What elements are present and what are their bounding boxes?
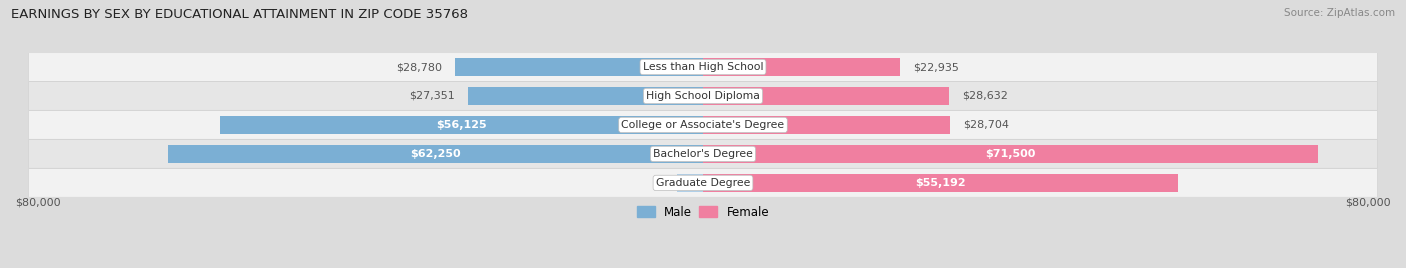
Text: College or Associate's Degree: College or Associate's Degree [621, 120, 785, 130]
Legend: Male, Female: Male, Female [633, 201, 773, 224]
Text: $71,500: $71,500 [986, 149, 1036, 159]
Text: Graduate Degree: Graduate Degree [655, 178, 751, 188]
Text: $80,000: $80,000 [15, 198, 60, 207]
FancyBboxPatch shape [28, 111, 1378, 139]
FancyBboxPatch shape [28, 53, 1378, 81]
Text: $62,250: $62,250 [411, 149, 461, 159]
FancyBboxPatch shape [28, 140, 1378, 168]
Text: $80,000: $80,000 [1346, 198, 1391, 207]
Text: $28,780: $28,780 [396, 62, 443, 72]
Text: $22,935: $22,935 [912, 62, 959, 72]
Bar [678, 174, 703, 192]
Text: $0: $0 [659, 178, 673, 188]
Text: Bachelor's Degree: Bachelor's Degree [652, 149, 754, 159]
Bar [703, 116, 950, 134]
FancyBboxPatch shape [28, 169, 1378, 197]
Bar [703, 87, 949, 105]
Bar [221, 116, 703, 134]
Text: $28,632: $28,632 [962, 91, 1008, 101]
Bar [456, 58, 703, 76]
FancyBboxPatch shape [28, 82, 1378, 110]
Text: $28,704: $28,704 [963, 120, 1008, 130]
Text: Less than High School: Less than High School [643, 62, 763, 72]
Text: $56,125: $56,125 [436, 120, 486, 130]
Text: High School Diploma: High School Diploma [647, 91, 759, 101]
Bar [703, 174, 1178, 192]
Text: Source: ZipAtlas.com: Source: ZipAtlas.com [1284, 8, 1395, 18]
Text: $27,351: $27,351 [409, 91, 456, 101]
Text: $55,192: $55,192 [915, 178, 966, 188]
Text: EARNINGS BY SEX BY EDUCATIONAL ATTAINMENT IN ZIP CODE 35768: EARNINGS BY SEX BY EDUCATIONAL ATTAINMEN… [11, 8, 468, 21]
Bar [468, 87, 703, 105]
Bar [703, 58, 900, 76]
Bar [703, 145, 1317, 163]
Bar [167, 145, 703, 163]
